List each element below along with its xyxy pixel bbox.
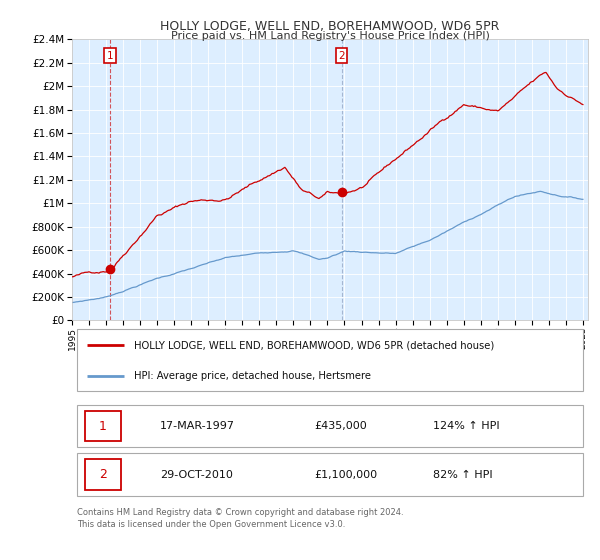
Text: HPI: Average price, detached house, Hertsmere: HPI: Average price, detached house, Hert… bbox=[134, 371, 371, 381]
Text: 1: 1 bbox=[99, 419, 107, 432]
FancyBboxPatch shape bbox=[77, 405, 583, 447]
FancyBboxPatch shape bbox=[77, 454, 583, 496]
Text: £435,000: £435,000 bbox=[314, 421, 367, 431]
Text: 17-MAR-1997: 17-MAR-1997 bbox=[160, 421, 235, 431]
Text: Contains HM Land Registry data © Crown copyright and database right 2024.
This d: Contains HM Land Registry data © Crown c… bbox=[77, 508, 404, 529]
Text: 29-OCT-2010: 29-OCT-2010 bbox=[160, 470, 233, 479]
Text: 124% ↑ HPI: 124% ↑ HPI bbox=[433, 421, 500, 431]
Text: Price paid vs. HM Land Registry's House Price Index (HPI): Price paid vs. HM Land Registry's House … bbox=[170, 31, 490, 41]
FancyBboxPatch shape bbox=[85, 459, 121, 490]
FancyBboxPatch shape bbox=[77, 329, 583, 390]
Text: 82% ↑ HPI: 82% ↑ HPI bbox=[433, 470, 493, 479]
Text: HOLLY LODGE, WELL END, BOREHAMWOOD, WD6 5PR: HOLLY LODGE, WELL END, BOREHAMWOOD, WD6 … bbox=[160, 20, 500, 32]
Text: £1,100,000: £1,100,000 bbox=[314, 470, 377, 479]
Text: 2: 2 bbox=[99, 468, 107, 481]
Text: HOLLY LODGE, WELL END, BOREHAMWOOD, WD6 5PR (detached house): HOLLY LODGE, WELL END, BOREHAMWOOD, WD6 … bbox=[134, 340, 494, 350]
Text: 1: 1 bbox=[106, 50, 113, 60]
Text: 2: 2 bbox=[338, 50, 345, 60]
FancyBboxPatch shape bbox=[85, 411, 121, 441]
